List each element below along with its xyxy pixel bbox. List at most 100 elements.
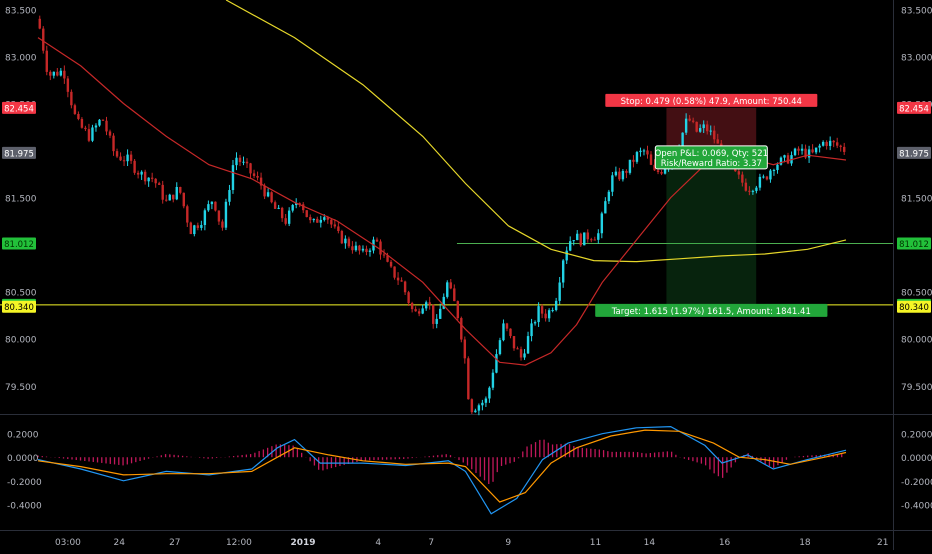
time-tick: 11 — [590, 538, 601, 548]
candle-body — [319, 219, 322, 223]
candle-body — [168, 194, 171, 201]
candle-body — [396, 277, 400, 281]
candle-body — [161, 184, 164, 200]
candle-body — [224, 201, 228, 228]
candle-body — [133, 160, 136, 173]
candle-body — [653, 164, 656, 171]
candle-body — [618, 171, 621, 180]
candle-body — [811, 149, 814, 153]
candle-body — [698, 128, 702, 132]
candle-body — [709, 130, 712, 132]
candle-body — [200, 225, 203, 228]
candle-body — [302, 204, 305, 211]
time-tick: 9 — [505, 538, 511, 548]
candle-body — [393, 266, 396, 278]
candle-body — [797, 148, 800, 151]
short-position-tool[interactable] — [666, 107, 757, 305]
price-badge-label: 81.975 — [899, 149, 929, 159]
candle-body — [586, 232, 589, 240]
candle-body — [463, 339, 467, 359]
candle-body — [280, 207, 284, 219]
candle-body — [214, 201, 217, 211]
time-tick: 12:00 — [226, 538, 252, 548]
candle-body — [769, 170, 772, 180]
candle-body — [316, 218, 319, 223]
candle-body — [663, 169, 667, 174]
price-badge — [897, 146, 931, 159]
candle-body — [814, 147, 818, 153]
candle-body — [488, 387, 491, 399]
pnl-label: Open P&L: 0.069, Qty: 521 — [655, 149, 768, 159]
candle-body — [221, 221, 224, 228]
price-tick-right: 80.000 — [901, 336, 932, 346]
candle-body — [217, 210, 221, 222]
candle-body — [59, 70, 63, 76]
candle-body — [737, 171, 741, 175]
candle-body — [122, 160, 126, 162]
candle-body — [446, 282, 449, 297]
candle-body — [544, 313, 547, 319]
price-tick-left: 81.500 — [5, 195, 37, 205]
candle-body — [259, 177, 263, 186]
candle-body — [428, 302, 431, 305]
candle-body — [309, 217, 312, 221]
candle-body — [530, 323, 533, 337]
candle-body — [98, 119, 101, 126]
candle-body — [523, 353, 526, 358]
macd-tick-right: -0.4000 — [901, 501, 932, 511]
candle-body — [80, 118, 84, 128]
price-tick-right: 80.500 — [901, 289, 932, 299]
candle-body — [94, 125, 98, 128]
time-tick: 27 — [169, 538, 180, 548]
time-tick: 03:00 — [55, 538, 81, 548]
candle-body — [706, 124, 709, 132]
macd-tick-left: -0.4000 — [7, 501, 42, 511]
candle-body — [558, 282, 561, 301]
candle-body — [561, 260, 565, 283]
price-tick-right: 79.500 — [901, 383, 932, 393]
candle-body — [825, 141, 828, 146]
time-tick: 14 — [644, 538, 656, 548]
price-tick-left: 80.500 — [5, 289, 37, 299]
candle-body — [66, 78, 70, 92]
candle-body — [793, 148, 797, 156]
candle-body — [597, 233, 600, 240]
candle-body — [632, 159, 635, 162]
candle-body — [77, 113, 80, 119]
candle-body — [287, 210, 291, 224]
candle-body — [783, 155, 786, 158]
candle-body — [702, 124, 705, 129]
candle-body — [235, 157, 238, 166]
candle-body — [639, 150, 642, 153]
candle-body — [203, 210, 207, 226]
candle-body — [646, 150, 649, 155]
candle-body — [323, 217, 326, 220]
price-tick-left: 80.000 — [5, 336, 37, 346]
candle-body — [410, 303, 414, 310]
candlesticks — [38, 15, 846, 416]
candle-body — [456, 301, 459, 319]
candle-body — [400, 280, 403, 282]
candle-body — [421, 308, 424, 314]
price-badge-label: 81.012 — [4, 240, 34, 250]
candle-body — [193, 225, 196, 235]
candle-body — [843, 146, 846, 152]
candle-body — [776, 164, 779, 171]
candle-body — [42, 28, 45, 51]
candle-body — [611, 175, 614, 192]
time-tick: 24 — [113, 538, 125, 548]
candle-body — [277, 207, 280, 209]
candle-body — [554, 300, 558, 311]
candle-body — [354, 245, 358, 251]
candle-body — [614, 171, 618, 176]
stop-zone — [666, 107, 757, 153]
candle-body — [495, 354, 498, 373]
candle-body — [579, 233, 582, 246]
price-badge — [2, 300, 36, 313]
candle-body — [375, 239, 379, 242]
axes: 83.50083.50083.00083.00082.50082.50081.5… — [2, 6, 932, 548]
price-tick-left: 79.500 — [5, 383, 37, 393]
candle-body — [172, 194, 175, 200]
candle-body — [741, 174, 744, 183]
